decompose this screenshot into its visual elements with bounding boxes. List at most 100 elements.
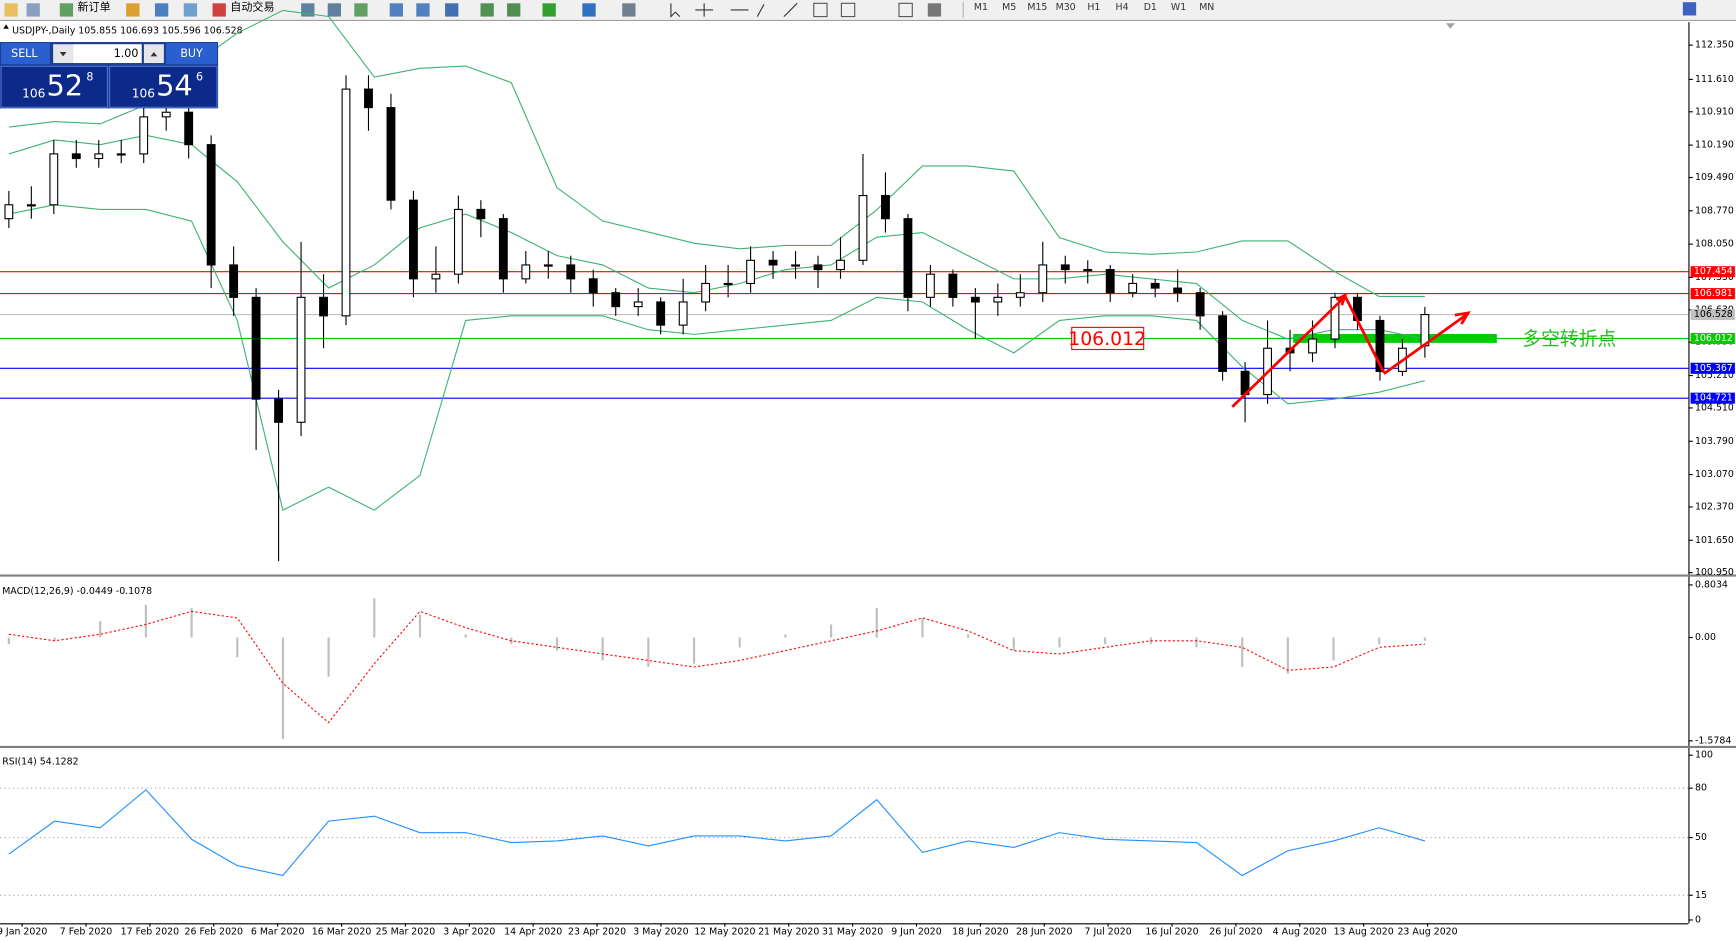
timeframe[interactable]: M1	[974, 2, 988, 13]
icon[interactable]	[183, 3, 198, 17]
candle-body	[476, 208, 486, 220]
icon[interactable]	[389, 3, 403, 17]
candle-body	[251, 296, 261, 400]
candle-body	[768, 259, 778, 266]
bid-figure[interactable]: 106	[22, 86, 45, 100]
symbol-icon	[3, 24, 9, 29]
candle-body	[1150, 282, 1160, 289]
y-tick-label: 105.210	[1695, 370, 1734, 381]
icon[interactable]	[542, 3, 556, 17]
line-tools[interactable]	[730, 2, 798, 17]
timeframe[interactable]: H1	[1087, 2, 1100, 13]
icon[interactable]	[445, 3, 459, 17]
icon[interactable]	[898, 2, 913, 18]
candle-body	[1308, 338, 1317, 354]
y-tick-label: 110.910	[1695, 106, 1734, 117]
ask-pips[interactable]: 54	[156, 68, 193, 102]
candle-body	[139, 116, 149, 155]
icon[interactable]	[927, 3, 942, 17]
crosshair-tool[interactable]	[695, 3, 713, 17]
pane-title: RSI(14) 54.1282	[2, 756, 78, 767]
cursor-tool[interactable]	[670, 3, 681, 18]
time-label: 16 Jul 2020	[1145, 927, 1198, 938]
icon[interactable]	[4, 3, 18, 17]
arrow-head	[1454, 311, 1471, 325]
timeframe[interactable]: M15	[1027, 2, 1047, 13]
level-label: 104.721	[1694, 393, 1733, 404]
sell-label[interactable]: SELL	[11, 47, 38, 60]
y-tick-label: 50	[1695, 832, 1707, 843]
timeframe[interactable]: D1	[1144, 2, 1157, 13]
candle-body	[1038, 264, 1048, 294]
ask-box[interactable]	[109, 65, 218, 108]
arrow-down	[1343, 295, 1386, 374]
time-label: 14 Apr 2020	[504, 927, 562, 938]
icon[interactable]	[480, 3, 494, 17]
timeframe[interactable]: MN	[1199, 2, 1214, 13]
candle-body	[409, 199, 418, 280]
buy-button[interactable]	[166, 43, 217, 65]
icon[interactable]	[840, 2, 856, 18]
buy-label[interactable]: BUY	[180, 47, 203, 60]
y-tick-label: 104.510	[1695, 402, 1734, 413]
time-label: 17 Feb 2020	[121, 927, 180, 938]
icon[interactable]	[354, 3, 368, 17]
candle-body	[26, 204, 36, 207]
y-tick-label: 103.070	[1695, 469, 1734, 480]
ask-point[interactable]: 6	[196, 70, 203, 83]
arrow	[150, 51, 158, 57]
icon[interactable]	[212, 3, 226, 17]
icon[interactable]	[59, 3, 74, 17]
candle-body	[1105, 269, 1115, 294]
icon[interactable]	[416, 3, 430, 17]
icon[interactable]	[582, 3, 596, 17]
pivot-label: 106.012	[1068, 329, 1146, 350]
icon[interactable]	[327, 3, 341, 17]
macd-signal	[8, 610, 1425, 724]
icon[interactable]	[155, 3, 169, 17]
icon[interactable]	[126, 3, 140, 17]
time-label: 26 Jul 2020	[1209, 927, 1262, 938]
candle-body	[1195, 292, 1205, 317]
timeframe[interactable]: M30	[1056, 2, 1076, 13]
bid-point[interactable]: 8	[86, 70, 93, 83]
timeframe[interactable]: M5	[1002, 2, 1016, 13]
candle-body	[970, 296, 980, 303]
sell-button[interactable]	[1, 43, 50, 65]
candle-body	[341, 88, 351, 317]
candle-body	[453, 208, 463, 275]
time-label: 25 Mar 2020	[376, 927, 436, 938]
time-label: 26 Feb 2020	[185, 927, 244, 938]
candle-body	[49, 153, 59, 206]
icon[interactable]	[1682, 2, 1697, 16]
lot-input[interactable]	[73, 44, 142, 64]
candle-body	[858, 194, 868, 261]
timeframe[interactable]: W1	[1171, 2, 1186, 13]
time-label: 7 Feb 2020	[60, 927, 113, 938]
time-label: 13 Aug 2020	[1334, 927, 1394, 938]
auto-trading[interactable]: 自动交易	[230, 0, 274, 14]
icon[interactable]	[622, 3, 636, 17]
candle-body	[274, 398, 284, 423]
candle-body	[206, 144, 216, 266]
bid-box[interactable]	[0, 65, 108, 108]
ask-figure[interactable]: 106	[132, 86, 155, 100]
rsi-line	[8, 789, 1426, 877]
lot-value[interactable]: 1.00	[114, 47, 139, 60]
icon[interactable]	[813, 2, 828, 18]
bollinger-lower	[8, 204, 1426, 512]
candle-body	[566, 264, 576, 280]
y-tick-label: 15	[1695, 890, 1707, 901]
toolbar	[0, 0, 1736, 20]
bid-pips[interactable]: 52	[47, 68, 84, 102]
new-order[interactable]: 新订单	[78, 0, 111, 14]
icon[interactable]	[507, 3, 521, 17]
candle-body	[588, 278, 598, 294]
level-label: 106.981	[1694, 288, 1733, 299]
y-tick-label: 0.00	[1695, 632, 1716, 643]
icon[interactable]	[26, 3, 40, 17]
candle-body	[1015, 292, 1025, 298]
timeframe[interactable]: H4	[1116, 2, 1129, 13]
y-tick-label: 0.8034	[1695, 579, 1728, 590]
